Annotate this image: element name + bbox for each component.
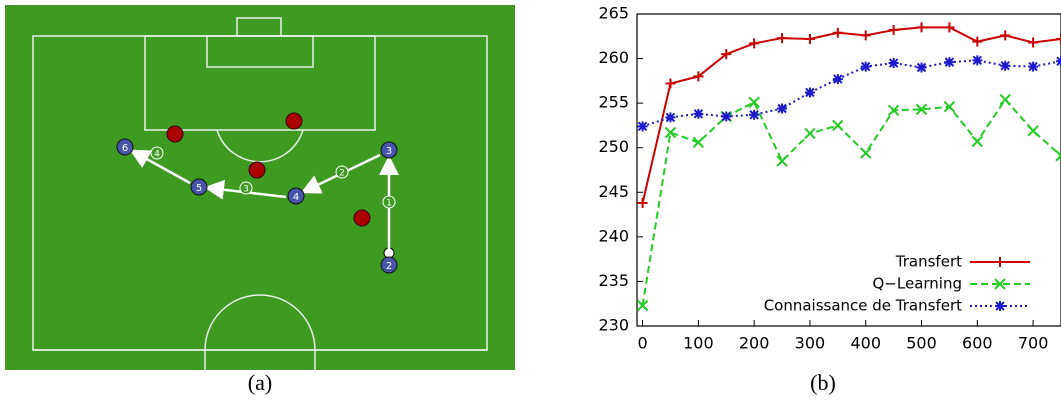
legend-label: Connaissance de Transfert <box>764 297 962 315</box>
player-label: 3 <box>386 146 392 157</box>
marker <box>860 147 872 159</box>
x-tick-label: 600 <box>962 334 993 353</box>
x-tick-label: 400 <box>850 334 881 353</box>
pass-arrow <box>129 149 191 185</box>
legend-label: Transfert <box>895 253 962 271</box>
marker <box>888 58 899 69</box>
y-tick-label: 245 <box>598 182 629 201</box>
marker <box>665 78 676 89</box>
marker <box>749 109 760 120</box>
marker <box>832 27 843 38</box>
y-tick-label: 255 <box>598 93 629 112</box>
player <box>380 256 398 274</box>
marker <box>944 22 955 33</box>
marker <box>1028 37 1039 48</box>
marker <box>972 55 983 66</box>
marker <box>999 93 1011 106</box>
pass-label: 3 <box>243 185 249 195</box>
marker <box>804 33 815 44</box>
marker <box>995 257 1005 267</box>
player <box>287 187 305 205</box>
x-tick-label: 0 <box>637 334 647 353</box>
player <box>190 178 208 196</box>
plot-frame <box>636 13 1061 327</box>
marker <box>915 103 928 116</box>
marker <box>636 299 649 312</box>
y-tick-label: 260 <box>598 48 629 67</box>
player-label: 4 <box>293 192 299 203</box>
marker <box>748 96 760 108</box>
marker <box>860 30 871 41</box>
marker <box>832 74 843 85</box>
marker <box>972 36 983 47</box>
player <box>116 138 134 156</box>
marker <box>1056 33 1061 44</box>
pass-label: 2 <box>339 169 345 179</box>
marker <box>1056 56 1061 67</box>
x-tick-label: 700 <box>1018 334 1049 353</box>
marker <box>777 33 788 44</box>
y-tick-label: 235 <box>598 271 629 290</box>
marker <box>664 126 677 139</box>
pass-badge <box>239 181 253 195</box>
series-line <box>641 97 1061 306</box>
player-label: 5 <box>196 183 202 194</box>
marker <box>637 121 648 132</box>
marker <box>804 87 815 98</box>
pass-badge <box>382 195 396 209</box>
marker <box>971 135 984 148</box>
marker <box>637 197 648 208</box>
marker <box>1000 60 1011 71</box>
player <box>380 141 398 159</box>
series-line <box>641 26 1061 204</box>
marker <box>860 61 871 72</box>
marker <box>995 301 1005 311</box>
y-tick-label: 230 <box>598 316 629 335</box>
y-tick-label: 240 <box>598 226 629 245</box>
y-tick-label: 250 <box>598 137 629 156</box>
x-tick-label: 200 <box>739 334 770 353</box>
pass-badge <box>335 165 349 179</box>
marker <box>832 119 844 132</box>
marker <box>943 101 956 113</box>
field-lines <box>32 17 488 370</box>
marker <box>1055 150 1061 162</box>
marker <box>693 108 704 119</box>
pass-label: 4 <box>154 150 160 160</box>
marker <box>888 25 899 36</box>
player-label: 2 <box>386 261 392 272</box>
pitch <box>5 5 515 370</box>
x-tick-label: 500 <box>906 334 937 353</box>
marker <box>692 136 705 149</box>
marker <box>1028 61 1039 72</box>
marker <box>916 62 927 73</box>
caption: (b) <box>810 370 836 395</box>
marker <box>776 155 788 167</box>
legend-label: Q−Learning <box>873 275 963 293</box>
pass-label: 1 <box>386 199 392 209</box>
marker <box>994 278 1006 290</box>
marker <box>944 57 955 68</box>
x-tick-label: 300 <box>795 334 826 353</box>
marker <box>887 104 900 116</box>
pass-badge <box>150 146 164 160</box>
caption: (a) <box>248 370 272 395</box>
marker <box>721 49 732 60</box>
marker <box>665 112 676 123</box>
player-label: 6 <box>122 143 128 154</box>
marker <box>693 71 704 82</box>
marker <box>721 111 732 122</box>
marker <box>1000 30 1011 41</box>
marker <box>804 127 816 140</box>
marker <box>916 22 927 33</box>
opponents <box>166 112 371 227</box>
marker <box>777 103 788 114</box>
y-tick-label: 265 <box>598 4 629 23</box>
soccer-field <box>5 5 515 370</box>
series-line <box>642 59 1061 128</box>
x-tick-label: 100 <box>683 334 714 353</box>
marker <box>749 38 760 49</box>
marker <box>1027 125 1039 137</box>
